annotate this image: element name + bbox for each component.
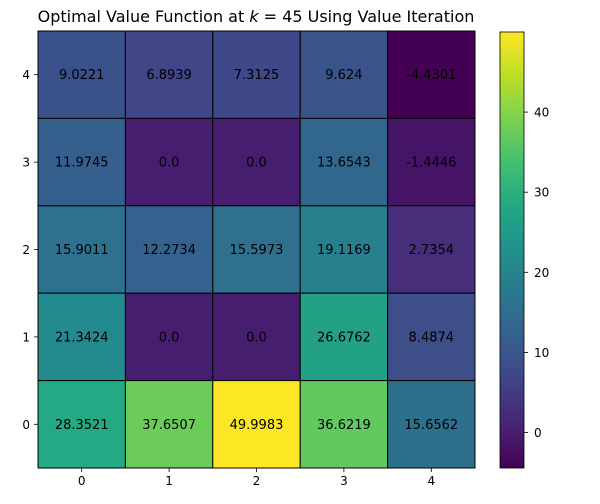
cell-value-label: 15.6562 <box>404 418 458 433</box>
heatmap-cell <box>37 292 126 382</box>
colorbar-axis: 0 10 20 30 40 <box>524 106 549 440</box>
cell-value-label: 0.0 <box>159 330 180 345</box>
cell-value-label: 37.6507 <box>142 418 196 433</box>
heatmap-cell <box>124 30 214 119</box>
cell-value-label: 21.3424 <box>55 330 109 345</box>
title-variable: k <box>249 7 259 26</box>
heatmap-cell <box>387 380 476 469</box>
cell-value-label: -1.4446 <box>406 156 456 171</box>
title-suffix: Using Value Iteration <box>303 7 475 26</box>
x-axis: 0 1 2 3 4 <box>78 468 435 488</box>
x-tick-label: 3 <box>340 474 348 488</box>
cell-value-label: 26.6762 <box>317 330 371 345</box>
heatmap-cell <box>212 205 301 294</box>
x-tick-label: 2 <box>253 474 261 488</box>
cell-value-label: 15.9011 <box>55 243 109 258</box>
cell-value-label: 13.6543 <box>317 156 371 171</box>
heatmap-cell <box>299 292 389 382</box>
heatmap-cell <box>299 380 389 469</box>
heatmap-cell <box>212 292 301 382</box>
cell-value-label: 11.9745 <box>55 156 109 171</box>
cell-value-label: 36.6219 <box>317 418 371 433</box>
cell-value-label: 7.3125 <box>234 68 280 83</box>
colorbar-tick-label: 0 <box>534 426 542 440</box>
cell-value-label: 49.9983 <box>230 418 284 433</box>
heatmap-cell <box>212 117 301 207</box>
heatmap-cell <box>387 117 476 207</box>
cell-value-label: 9.0221 <box>59 68 105 83</box>
cell-labels: 9.0221 6.8939 7.3125 9.624 -4.4301 11.9745 0.0… <box>55 68 458 433</box>
heatmap-cell <box>299 117 389 207</box>
cell-value-label: 28.3521 <box>55 418 109 433</box>
heatmap-cell <box>124 292 214 382</box>
title-prefix: Optimal Value Function at <box>38 7 250 26</box>
cell-value-label: 0.0 <box>246 330 267 345</box>
colorbar-tick-label: 40 <box>534 106 549 120</box>
y-tick-label: 4 <box>22 68 30 82</box>
y-tick-label: 0 <box>22 418 30 432</box>
heatmap-cell <box>212 380 301 469</box>
x-tick-label: 4 <box>427 474 435 488</box>
chart-title: Optimal Value Function at k = 45 Using V… <box>38 7 475 26</box>
heatmap-cell <box>124 205 214 294</box>
cell-value-label: 12.2734 <box>142 243 196 258</box>
colorbar-tick-label: 10 <box>534 346 549 360</box>
cell-value-label: 2.7354 <box>409 243 455 258</box>
y-tick-label: 2 <box>22 243 30 257</box>
title-equals: = 45 <box>259 7 303 26</box>
heatmap-cell <box>37 380 126 469</box>
y-tick-label: 3 <box>22 156 30 170</box>
cell-value-label: 0.0 <box>246 156 267 171</box>
cell-value-label: 8.4874 <box>409 330 455 345</box>
cell-value-label: 0.0 <box>159 156 180 171</box>
heatmap-cells <box>37 30 476 469</box>
y-tick-label: 1 <box>22 330 30 344</box>
colorbar-tick-label: 30 <box>534 186 549 200</box>
heatmap-cell <box>387 205 476 294</box>
colorbar-tick-label: 20 <box>534 266 549 280</box>
colorbar <box>499 31 525 469</box>
cell-value-label: -4.4301 <box>406 68 456 83</box>
y-axis: 4 3 2 1 0 <box>22 68 38 432</box>
cell-value-label: 19.1169 <box>317 243 371 258</box>
cell-value-label: 9.624 <box>325 68 362 83</box>
x-tick-label: 1 <box>165 474 173 488</box>
cell-value-label: 15.5973 <box>230 243 284 258</box>
x-tick-label: 0 <box>78 474 86 488</box>
heatmap-cell <box>387 292 476 382</box>
cell-value-label: 6.8939 <box>146 68 192 83</box>
